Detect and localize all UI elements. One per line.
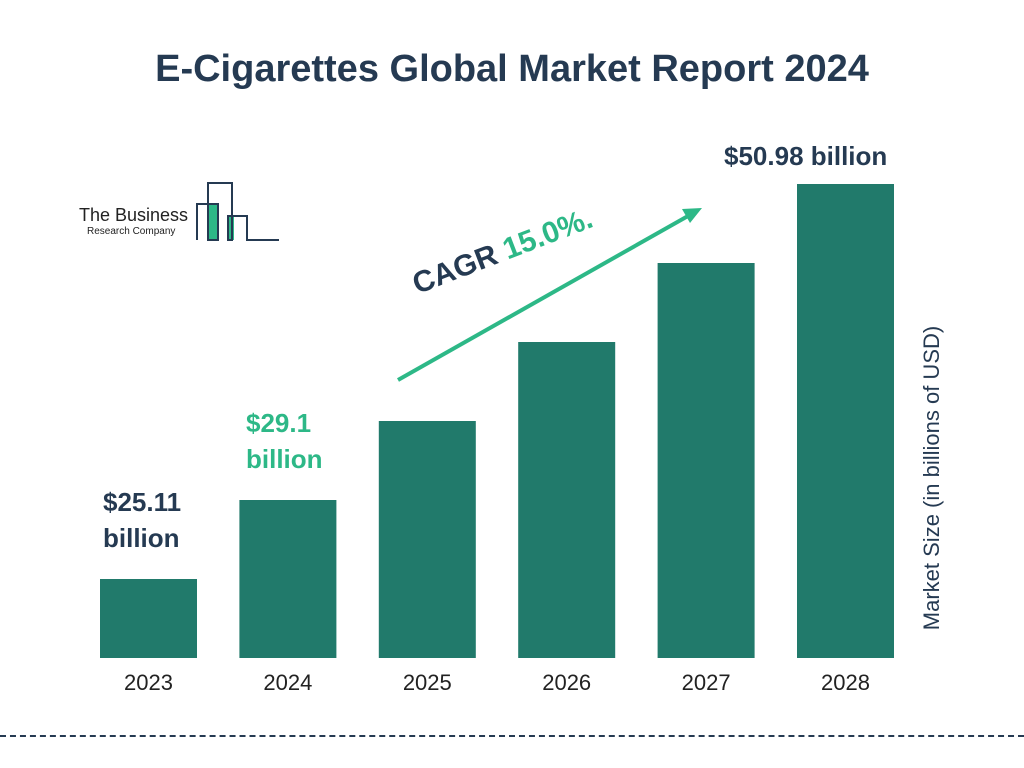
- bar-2023: [100, 579, 197, 658]
- data-label-2024: $29.1 billion: [246, 408, 323, 474]
- bar-2027: [657, 263, 755, 658]
- x-tick-2025: 2025: [403, 670, 452, 695]
- divider: [0, 735, 1024, 737]
- logo-line2: Research Company: [87, 226, 176, 237]
- logo-line1: The Business: [79, 205, 189, 225]
- data-label-2023: $25.11 billion: [103, 487, 182, 553]
- page-title: E-Cigarettes Global Market Report 2024: [155, 48, 869, 90]
- bar-2025: [378, 421, 476, 658]
- x-tick-2023: 2023: [124, 670, 173, 695]
- bar-2028: [797, 184, 894, 658]
- data-label-2028: $50.98 billion: [724, 141, 888, 171]
- cagr-arrow: [397, 214, 689, 382]
- y-axis-label: Market Size (in billions of USD): [919, 325, 944, 631]
- x-tick-2027: 2027: [682, 670, 731, 695]
- x-tick-2024: 2024: [263, 670, 312, 695]
- cagr-arrow-head: [682, 208, 702, 223]
- bar-2026: [518, 342, 616, 658]
- x-tick-2028: 2028: [821, 670, 870, 695]
- bar-2024: [239, 500, 337, 658]
- x-tick-2026: 2026: [542, 670, 591, 695]
